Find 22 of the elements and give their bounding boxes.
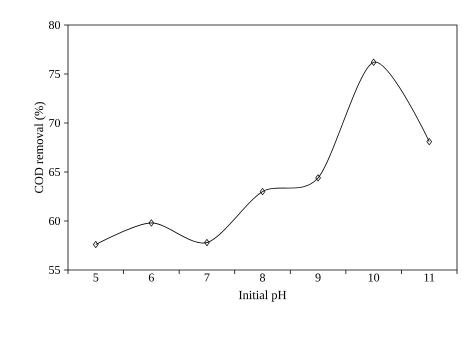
y-tick-label: 55 bbox=[49, 266, 60, 274]
y-tick-label: 60 bbox=[49, 216, 60, 226]
point bbox=[93, 240, 99, 248]
point bbox=[370, 58, 376, 66]
point bbox=[148, 219, 154, 227]
x-tick-label: 11 bbox=[424, 274, 434, 282]
x-axis-title: Initial pH bbox=[238, 290, 286, 302]
x-tick-label: 5 bbox=[93, 274, 98, 282]
x-tick-label: 10 bbox=[368, 274, 380, 282]
y-tick-label: 70 bbox=[49, 118, 60, 128]
y-tick-label: 80 bbox=[48, 20, 60, 30]
y-tick-label: 65 bbox=[49, 168, 60, 176]
point bbox=[315, 174, 321, 182]
point bbox=[260, 188, 266, 196]
point bbox=[426, 138, 432, 146]
x-tick-label: 6 bbox=[148, 274, 154, 282]
y-axis-title: COD removal (%) bbox=[34, 102, 46, 193]
x-tick-label: 9 bbox=[315, 274, 321, 282]
x-tick-label: 7 bbox=[204, 274, 210, 282]
point bbox=[204, 239, 210, 246]
y-tick-label: 75 bbox=[49, 70, 60, 78]
x-tick-label: 8 bbox=[260, 274, 266, 282]
